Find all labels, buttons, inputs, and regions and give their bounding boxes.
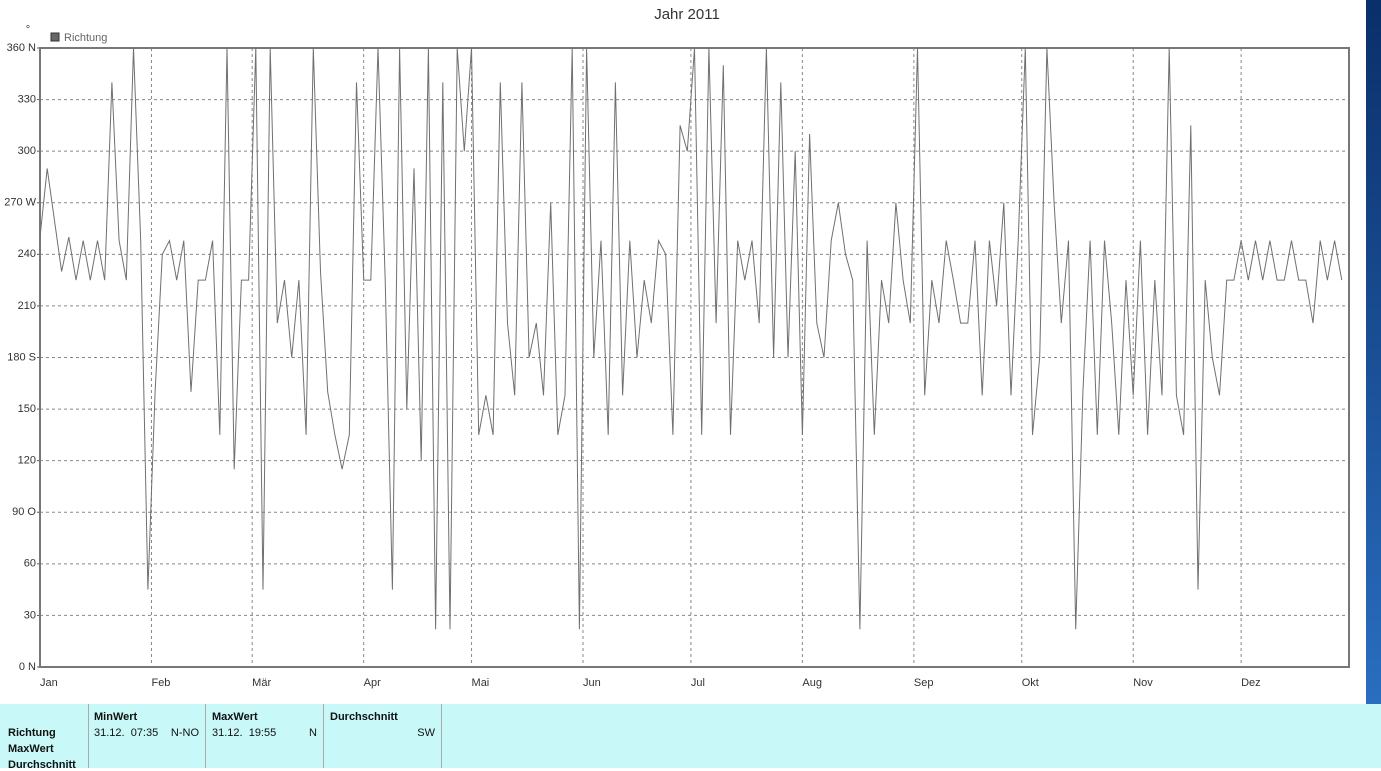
cell-direction: SW xyxy=(417,727,435,739)
column-header: MinWert xyxy=(94,711,138,723)
stats-table: Richtung MaxWert Durchschnitt MinWert 31… xyxy=(0,704,1381,771)
x-tick-label: Feb xyxy=(151,677,170,689)
column: MinWert 31.12. 07:35 N-NO xyxy=(89,704,206,768)
y-tick-label: 300 xyxy=(18,145,36,157)
legend-swatch xyxy=(50,32,60,42)
x-tick-label: Apr xyxy=(364,677,381,689)
x-tick-label: Aug xyxy=(802,677,822,689)
y-tick-label: 90 O xyxy=(12,506,36,518)
chart-title: Jahr 2011 xyxy=(654,6,720,23)
x-tick-label: Okt xyxy=(1022,677,1039,689)
x-tick-label: Mai xyxy=(472,677,490,689)
y-tick-label: 150 xyxy=(18,403,36,415)
chart: Jahr 2011 ° Richtung 0 N 30 60 90 O 120 150 18… xyxy=(4,6,1350,689)
data-line xyxy=(39,47,1343,630)
cell-time: 31.12. 19:55 xyxy=(212,727,277,739)
row-label: MaxWert xyxy=(8,743,54,755)
x-tick-label: Jan xyxy=(40,677,58,689)
column: Durchschnitt SW xyxy=(325,704,442,768)
x-tick-label: Jun xyxy=(583,677,601,689)
y-tick-label: 210 xyxy=(18,300,36,312)
x-tick-label: Jul xyxy=(691,677,705,689)
cell-direction: N-NO xyxy=(170,727,199,739)
y-tick-label: 240 xyxy=(18,248,36,260)
y-tick-label: 360 N xyxy=(7,42,36,54)
row-label-column: Richtung MaxWert Durchschnitt xyxy=(0,704,89,771)
x-tick-label: Dez xyxy=(1241,677,1261,689)
row-label: Richtung xyxy=(8,727,56,739)
cell-time: 31.12. 07:35 xyxy=(94,727,159,739)
y-axis-label: ° xyxy=(26,24,30,36)
y-tick-label: 30 xyxy=(24,609,36,621)
y-tick-label: 60 xyxy=(24,558,36,570)
x-tick-label: Mär xyxy=(252,677,271,689)
desktop-edge xyxy=(1366,0,1381,704)
y-tick-label: 330 xyxy=(18,93,36,105)
y-tick-label: 270 W xyxy=(4,197,36,209)
row-label: Durchschnitt xyxy=(8,759,76,771)
column: MaxWert 31.12. 19:55 N xyxy=(207,704,324,768)
x-tick-label: Nov xyxy=(1133,677,1153,689)
y-tick-label: 120 xyxy=(18,455,36,467)
y-tick-label: 180 S xyxy=(7,351,36,363)
cell-direction: N xyxy=(309,727,317,739)
x-tick-label: Sep xyxy=(914,677,934,689)
legend-label: Richtung xyxy=(64,32,107,44)
column-header: MaxWert xyxy=(212,711,258,723)
column-header: Durchschnitt xyxy=(330,711,398,723)
y-tick-label: 0 N xyxy=(19,661,36,673)
